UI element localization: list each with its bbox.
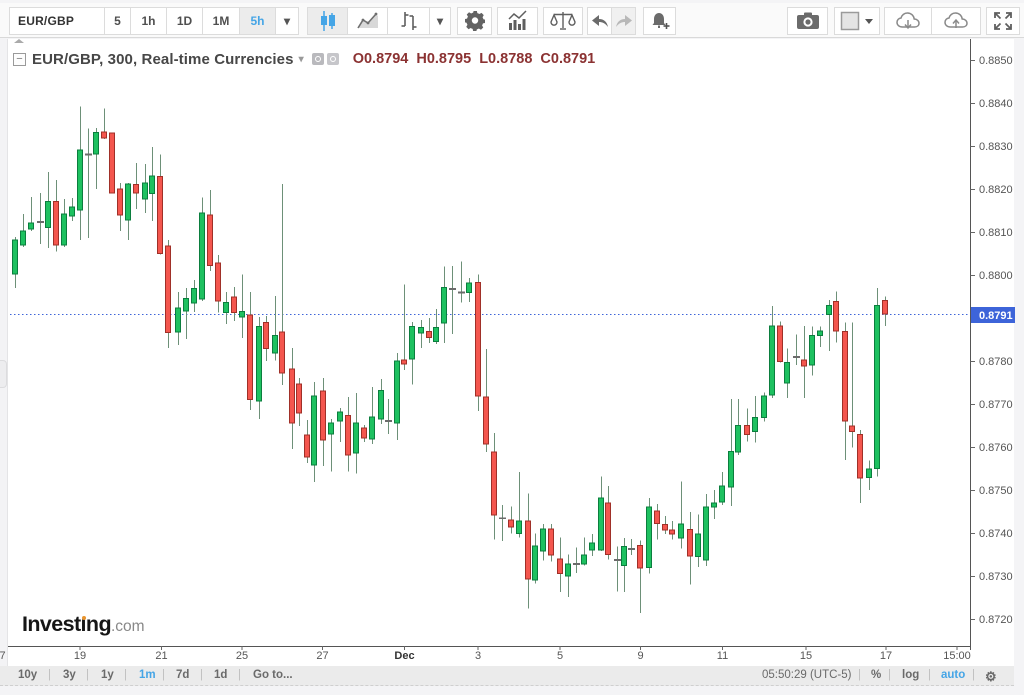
svg-text:0.8791: 0.8791 [979, 310, 1013, 322]
svg-text:0.8810: 0.8810 [979, 227, 1013, 239]
svg-text:0.8830: 0.8830 [979, 141, 1013, 153]
svg-text:5: 5 [557, 650, 563, 662]
svg-text:15: 15 [800, 650, 812, 662]
svg-text:3: 3 [475, 650, 481, 662]
svg-text:Dec: Dec [394, 650, 414, 662]
svg-text:27: 27 [316, 650, 328, 662]
svg-text:0.8800: 0.8800 [979, 270, 1013, 282]
svg-text:0.8780: 0.8780 [979, 356, 1013, 368]
svg-text:0.8850: 0.8850 [979, 55, 1013, 67]
svg-text:19: 19 [74, 650, 86, 662]
svg-text:0.8750: 0.8750 [979, 485, 1013, 497]
svg-text:0.8760: 0.8760 [979, 442, 1013, 454]
svg-text:11: 11 [717, 650, 728, 662]
svg-text:7: 7 [0, 650, 6, 662]
svg-text:25: 25 [236, 650, 248, 662]
svg-text:0.8840: 0.8840 [979, 98, 1013, 110]
svg-text:0.8730: 0.8730 [979, 571, 1013, 583]
svg-text:0.8820: 0.8820 [979, 184, 1013, 196]
svg-text:15:00: 15:00 [943, 650, 971, 662]
svg-text:21: 21 [155, 650, 167, 662]
svg-text:17: 17 [880, 650, 892, 662]
svg-text:0.8740: 0.8740 [979, 528, 1013, 540]
svg-text:0.8720: 0.8720 [979, 614, 1013, 626]
svg-text:0.8770: 0.8770 [979, 399, 1013, 411]
svg-text:9: 9 [637, 650, 643, 662]
